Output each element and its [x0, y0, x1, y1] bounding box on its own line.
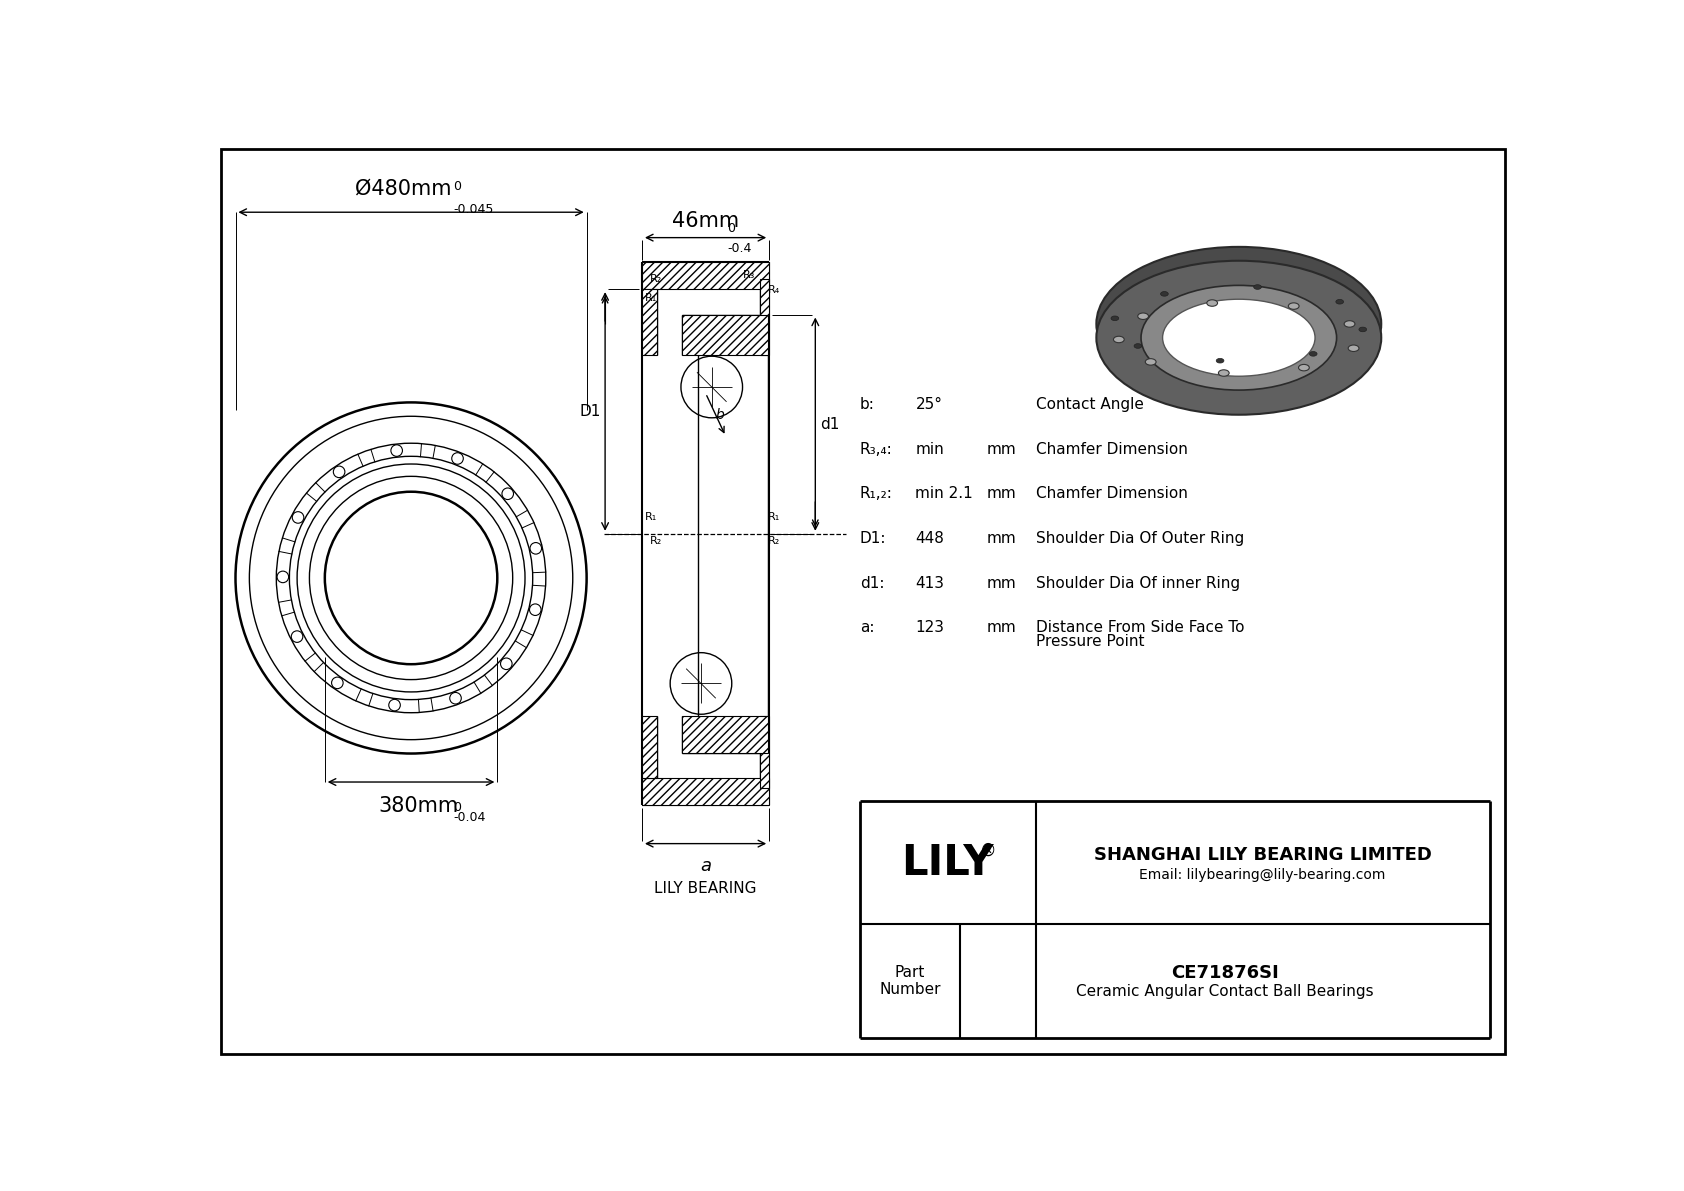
Text: D1:: D1:: [861, 531, 886, 545]
Ellipse shape: [1160, 292, 1169, 297]
Text: -0.04: -0.04: [453, 811, 485, 824]
Ellipse shape: [1253, 285, 1261, 289]
Text: Chamfer Dimension: Chamfer Dimension: [1036, 442, 1187, 456]
Text: Chamfer Dimension: Chamfer Dimension: [1036, 486, 1187, 501]
Text: LILY BEARING: LILY BEARING: [655, 880, 756, 896]
Text: mm: mm: [987, 621, 1017, 635]
Text: -0.045: -0.045: [453, 202, 493, 216]
Text: Distance From Side Face To: Distance From Side Face To: [1036, 621, 1244, 635]
Text: Email: lilybearing@lily-bearing.com: Email: lilybearing@lily-bearing.com: [1140, 868, 1386, 883]
Text: -0.4: -0.4: [727, 242, 751, 255]
Ellipse shape: [1344, 320, 1356, 328]
Text: mm: mm: [987, 575, 1017, 591]
Text: a: a: [701, 858, 711, 875]
Text: 25°: 25°: [916, 397, 943, 412]
Ellipse shape: [1216, 358, 1224, 363]
Text: Shoulder Dia Of Outer Ring: Shoulder Dia Of Outer Ring: [1036, 531, 1244, 545]
Text: d1: d1: [820, 417, 839, 431]
Text: LILY: LILY: [901, 842, 994, 884]
Ellipse shape: [1335, 299, 1344, 304]
Ellipse shape: [1142, 286, 1337, 391]
Bar: [682, 314, 768, 355]
Ellipse shape: [1096, 261, 1381, 414]
Text: Shoulder Dia Of inner Ring: Shoulder Dia Of inner Ring: [1036, 575, 1239, 591]
Ellipse shape: [1349, 345, 1359, 351]
Text: CE71876SI: CE71876SI: [1170, 965, 1278, 983]
Text: Pressure Point: Pressure Point: [1036, 634, 1143, 649]
Text: mm: mm: [987, 486, 1017, 501]
Text: R₁: R₁: [768, 512, 780, 522]
Ellipse shape: [1113, 336, 1125, 343]
Text: 380mm: 380mm: [379, 796, 458, 816]
Ellipse shape: [1162, 299, 1315, 376]
Bar: [642, 778, 770, 805]
Bar: [642, 262, 770, 289]
Text: d1:: d1:: [861, 575, 884, 591]
Bar: [759, 716, 770, 788]
Text: Ceramic Angular Contact Ball Bearings: Ceramic Angular Contact Ball Bearings: [1076, 984, 1374, 999]
Ellipse shape: [1145, 358, 1157, 366]
Bar: [759, 279, 770, 355]
Ellipse shape: [1359, 328, 1367, 332]
Ellipse shape: [1142, 272, 1337, 376]
Text: b: b: [716, 407, 724, 422]
Text: R₄: R₄: [768, 285, 780, 295]
Text: 448: 448: [916, 531, 945, 545]
Text: mm: mm: [987, 531, 1017, 545]
Text: R₁,₂:: R₁,₂:: [861, 486, 893, 501]
Text: Part
Number: Part Number: [879, 965, 941, 997]
Bar: [682, 716, 768, 753]
Text: min: min: [916, 442, 945, 456]
Text: R₂: R₂: [650, 536, 662, 547]
Ellipse shape: [1288, 303, 1298, 310]
Text: D1: D1: [579, 404, 601, 419]
Ellipse shape: [1207, 300, 1218, 306]
Text: 123: 123: [916, 621, 945, 635]
Text: R₁: R₁: [645, 512, 657, 522]
Text: R₁: R₁: [645, 293, 657, 303]
Text: a:: a:: [861, 621, 874, 635]
Ellipse shape: [1219, 369, 1229, 376]
Text: mm: mm: [987, 442, 1017, 456]
Text: Contact Angle: Contact Angle: [1036, 397, 1143, 412]
Ellipse shape: [1298, 364, 1308, 370]
Text: R₃,₄:: R₃,₄:: [861, 442, 893, 456]
Text: R₂: R₂: [768, 536, 780, 547]
Text: Ø480mm: Ø480mm: [355, 179, 451, 199]
Text: 0: 0: [727, 222, 736, 235]
Text: ®: ®: [980, 841, 995, 860]
Ellipse shape: [1133, 344, 1142, 348]
Text: 0: 0: [453, 180, 461, 193]
Ellipse shape: [1096, 247, 1381, 401]
Text: b:: b:: [861, 397, 876, 412]
Text: R₂: R₂: [650, 274, 662, 285]
Text: R₃: R₃: [743, 269, 754, 280]
Text: SHANGHAI LILY BEARING LIMITED: SHANGHAI LILY BEARING LIMITED: [1093, 846, 1431, 863]
Bar: [642, 289, 657, 355]
Bar: [642, 716, 657, 778]
Ellipse shape: [1310, 351, 1317, 356]
Ellipse shape: [1111, 316, 1118, 320]
Ellipse shape: [1138, 313, 1148, 319]
Text: min 2.1: min 2.1: [916, 486, 973, 501]
Text: 413: 413: [916, 575, 945, 591]
Text: 0: 0: [453, 802, 461, 815]
Text: 46mm: 46mm: [672, 212, 739, 231]
